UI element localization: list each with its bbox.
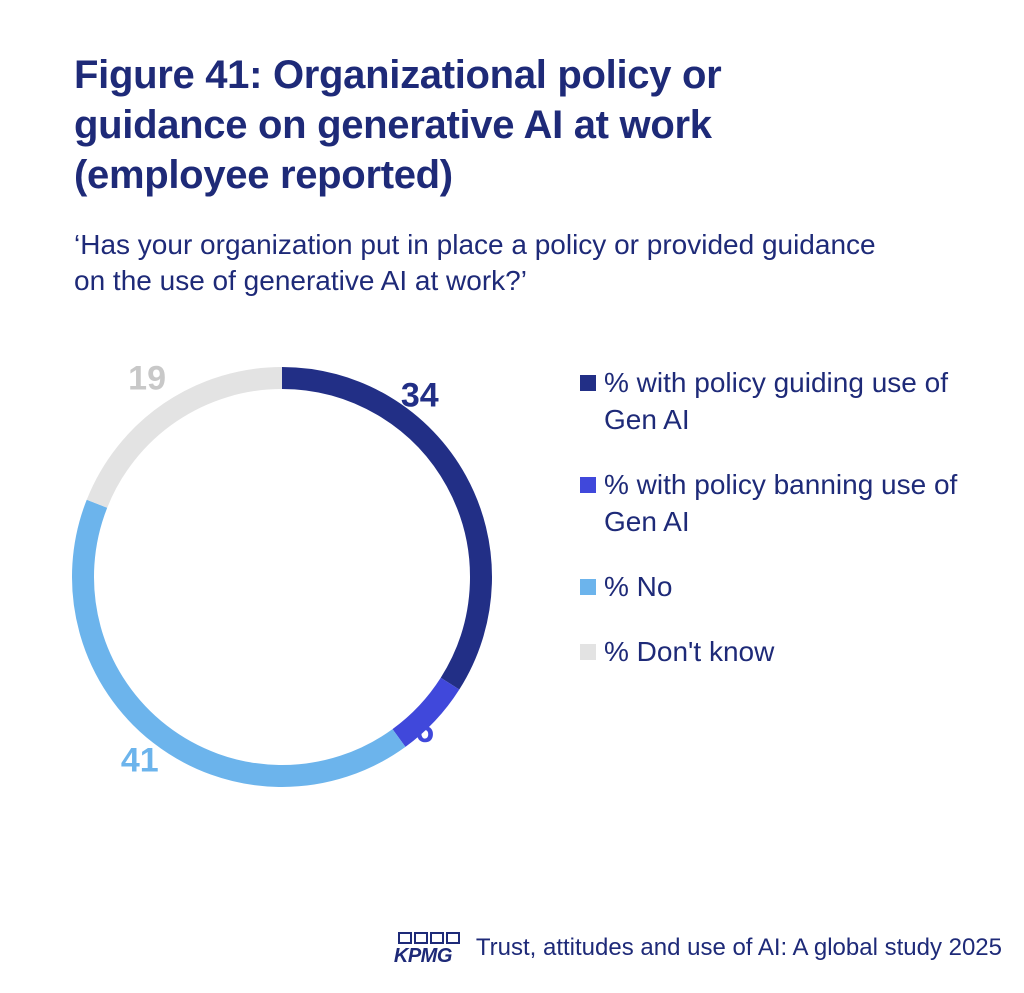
legend-label-guiding: % with policy guiding use of Gen AI <box>604 367 948 435</box>
footer: KPMG Trust, attitudes and use of AI: A g… <box>394 928 1002 968</box>
donut-slice-3 <box>86 367 283 508</box>
legend-label-dont-know: % Don't know <box>604 636 775 667</box>
legend-swatch-guiding <box>580 375 596 391</box>
donut-slice-1 <box>392 677 460 747</box>
legend-label-no: % No <box>604 571 673 602</box>
legend-swatch-no <box>580 579 596 595</box>
donut-chart: 34 6 41 19 <box>72 360 492 787</box>
legend-item-banning: % with policy banning use of Gen AI <box>580 466 1000 540</box>
value-label-3: 19 <box>128 360 166 398</box>
kpmg-logo: KPMG <box>394 928 466 968</box>
legend-item-guiding: % with policy guiding use of Gen AI <box>580 364 1000 438</box>
legend-item-dont-know: % Don't know <box>580 633 1000 670</box>
value-label-2: 41 <box>121 741 159 779</box>
legend-swatch-dont-know <box>580 644 596 660</box>
donut-slice-2 <box>72 499 406 787</box>
survey-question: ‘Has your organization put in place a po… <box>74 229 876 296</box>
legend-item-no: % No <box>580 568 1000 605</box>
donut-slice-0 <box>281 367 492 690</box>
legend-label-banning: % with policy banning use of Gen AI <box>604 469 958 537</box>
source-citation: Trust, attitudes and use of AI: A global… <box>475 934 1002 961</box>
legend-swatch-banning <box>580 477 596 493</box>
value-label-1: 6 <box>415 712 434 750</box>
donut-value-labels: 34 6 41 19 <box>121 360 439 780</box>
figure-title: Figure 41: Organizational policy or guid… <box>74 53 722 197</box>
donut-slices <box>72 367 492 787</box>
chart-legend: % with policy guiding use of Gen AI % wi… <box>580 364 1000 698</box>
value-label-0: 34 <box>401 376 439 414</box>
